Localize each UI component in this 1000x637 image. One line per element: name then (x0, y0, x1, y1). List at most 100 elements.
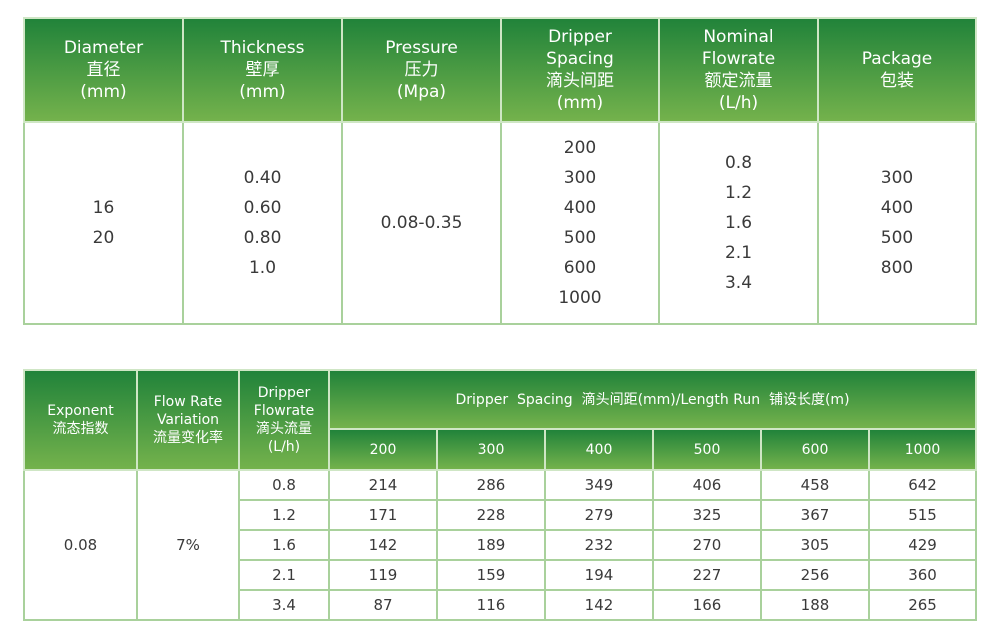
text-line: 2.1 (724, 243, 753, 263)
cell-length: 458 (760, 469, 870, 501)
cell-length: 256 (760, 559, 870, 591)
text-line: 500 (563, 228, 597, 248)
text-line: Dripper (257, 385, 311, 401)
text-line: 额定流量 (704, 71, 773, 91)
header-diameter: Diameter 直径 (mm) (23, 17, 184, 123)
cell-length: 159 (436, 559, 546, 591)
text-line: 20 (92, 228, 115, 248)
table-row: 3.4 87 116 142 166 188 265 (24, 589, 978, 621)
table-row: 1.6 142 189 232 270 305 429 (24, 529, 978, 561)
table-row: 0.08 7% 0.8 214 286 349 406 458 642 (23, 469, 978, 621)
text-line: Thickness (220, 38, 305, 58)
text-line: 滴头流量 (256, 421, 312, 437)
text-line: 600 (563, 258, 597, 278)
cell-pressure: 0.08-0.35 (341, 121, 502, 325)
text-line: 400 (563, 198, 597, 218)
text-line: 200 (563, 138, 597, 158)
cell-length: 188 (760, 589, 870, 621)
header-pressure: Pressure 压力 (Mpa) (341, 17, 502, 123)
cell-nominal-flowrate: 0.8 1.2 1.6 2.1 3.4 (658, 121, 819, 325)
text-line: 包装 (880, 71, 914, 91)
text-line: (L/h) (267, 439, 301, 455)
cell-dripper-spacing: 200 300 400 500 600 1000 (500, 121, 660, 325)
cell-length: 214 (328, 469, 438, 501)
table-row: 2.1 119 159 194 227 256 360 (24, 559, 978, 591)
cell-length: 189 (436, 529, 546, 561)
header-exponent: Exponent 流态指数 (23, 369, 138, 471)
text-line: 300 (880, 168, 914, 188)
text-line: 3.4 (724, 273, 753, 293)
cell-length: 119 (328, 559, 438, 591)
cell-length: 142 (328, 529, 438, 561)
header-package: Package 包装 (817, 17, 977, 123)
cell-length: 305 (760, 529, 870, 561)
text-line: Flowrate (253, 403, 315, 419)
cell-length: 228 (436, 499, 546, 531)
header-spacing: 200 (328, 428, 438, 471)
text-line: 滴头间距 (546, 71, 614, 91)
table-row: 1.2 171 228 279 325 367 515 (24, 499, 978, 531)
text-line: Dripper (548, 27, 612, 47)
text-line: 400 (880, 198, 914, 218)
text-line: 0.08-0.35 (380, 213, 463, 233)
cell-thickness: 0.40 0.60 0.80 1.0 (182, 121, 343, 325)
cell-length: 116 (436, 589, 546, 621)
text-line: Diameter (63, 38, 144, 58)
text-line: Nominal (703, 27, 774, 47)
header-dripper-spacing: Dripper Spacing 滴头间距(mm)/Length Run 铺设长度… (327, 369, 978, 430)
cell-length: 349 (544, 469, 654, 501)
cell-length: 142 (544, 589, 654, 621)
header-thickness: Thickness 壁厚 (mm) (182, 17, 343, 123)
text-line: Flow Rate (153, 394, 223, 410)
cell-length: 87 (328, 589, 438, 621)
cell-length: 429 (867, 529, 978, 561)
text-line: 0.60 (243, 198, 282, 218)
text-line: 1.0 (248, 258, 277, 278)
cell-flow: 0.8 (238, 469, 330, 501)
text-line: Flowrate (701, 49, 776, 69)
header-spacing: 300 (436, 428, 546, 471)
text-line: Package (861, 49, 933, 69)
header-spacing: 600 (760, 428, 870, 471)
text-line: 0.40 (243, 168, 282, 188)
cell-exponent: 0.08 (23, 469, 138, 621)
text-line: Pressure (385, 38, 458, 58)
text-line: Variation (156, 412, 220, 428)
header-nominal-flowrate: Nominal Flowrate 额定流量 (L/h) (658, 17, 819, 123)
specs-table: Diameter 直径 (mm) Thickness 壁厚 (mm) Pressure 压力(… (23, 17, 977, 325)
text-line: 直径 (86, 60, 121, 80)
cell-flow: 3.4 (238, 589, 330, 621)
text-line: 16 (92, 198, 115, 218)
cell-length: 367 (760, 499, 870, 531)
cell-length: 270 (652, 529, 762, 561)
cell-length: 642 (867, 469, 978, 501)
cell-length: 279 (544, 499, 654, 531)
cell-length: 227 (652, 559, 762, 591)
text-line: 流态指数 (52, 421, 109, 437)
header-dripper-flowrate: Dripper Flowrate 滴头流量 (L/h) (238, 369, 330, 471)
text-line: 压力 (404, 60, 439, 80)
header-dripper-spacing: Dripper Spacing 滴头间距 (mm) (500, 17, 660, 123)
text-line: 流量变化率 (153, 430, 223, 446)
cell-flow: 1.2 (238, 499, 330, 531)
cell-length: 232 (544, 529, 654, 561)
text-line: (mm) (80, 82, 127, 102)
header-flow-rate-variation: Flow Rate Variation 流量变化率 (136, 369, 240, 471)
cell-variation: 7% (136, 469, 240, 621)
text-line: 300 (563, 168, 597, 188)
text-line: 800 (880, 258, 914, 278)
cell-length: 265 (867, 589, 978, 621)
cell-flow: 2.1 (238, 559, 330, 591)
length-run-table: Exponent 流态指数 Flow Rate Variation 流量变化率 Dri… (23, 369, 978, 621)
header-spacing: 400 (544, 428, 654, 471)
header-spacing: 1000 (867, 428, 978, 471)
text-line: 0.80 (243, 228, 282, 248)
cell-length: 406 (652, 469, 762, 501)
text-line: 500 (880, 228, 914, 248)
cell-flow: 1.6 (238, 529, 330, 561)
cell-length: 360 (867, 559, 978, 591)
text-line: 1.6 (724, 213, 753, 233)
text-line: 0.8 (724, 153, 753, 173)
text-line: (Mpa) (396, 82, 447, 102)
cell-length: 166 (652, 589, 762, 621)
